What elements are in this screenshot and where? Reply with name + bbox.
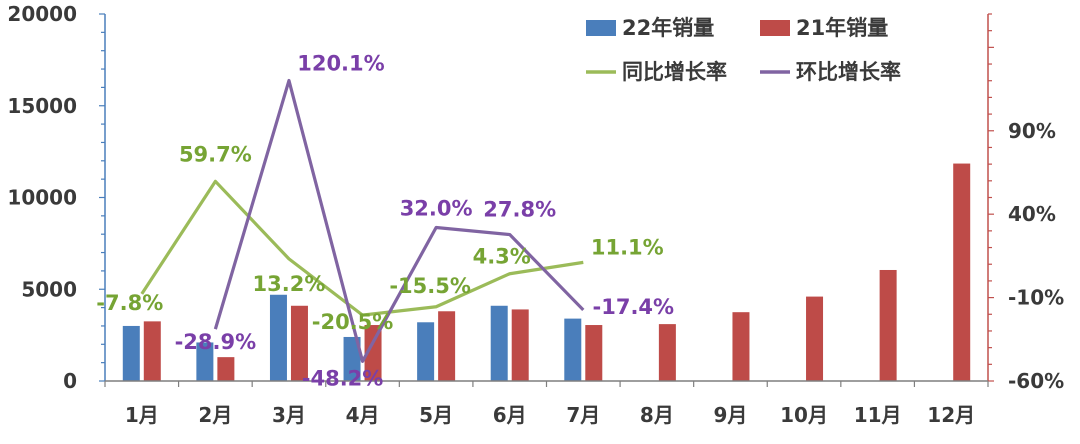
bar-series-21-6 bbox=[511, 309, 529, 381]
legend-label: 环比增长率 bbox=[796, 60, 901, 84]
legend-item: 环比增长率 bbox=[760, 60, 901, 84]
bar-series-22-7 bbox=[564, 318, 582, 381]
bar-series-21-2 bbox=[217, 357, 235, 381]
x-tick-label: 10月 bbox=[780, 403, 828, 427]
line-yoy-growth bbox=[140, 179, 584, 317]
data-label-yoy: 13.2% bbox=[253, 272, 326, 296]
legend-swatch bbox=[586, 20, 616, 36]
bar-series-21-3 bbox=[290, 305, 308, 381]
left-y-tick-label: 5000 bbox=[21, 277, 77, 301]
legend-label: 21年销量 bbox=[796, 16, 888, 40]
bar-series-22-1 bbox=[122, 325, 140, 381]
bar-series-22-3 bbox=[269, 294, 287, 381]
right-y-tick-label: 90% bbox=[1008, 119, 1056, 143]
x-tick-label: 7月 bbox=[566, 403, 600, 427]
bar-series-21-12 bbox=[953, 163, 971, 381]
data-label-mom: -28.9% bbox=[175, 330, 257, 354]
data-label-mom: 32.0% bbox=[400, 197, 473, 221]
x-tick-label: 4月 bbox=[346, 403, 380, 427]
x-tick-label: 1月 bbox=[125, 403, 159, 427]
x-tick-label: 2月 bbox=[198, 403, 232, 427]
bar-series-21-9 bbox=[732, 312, 750, 381]
x-tick-label: 5月 bbox=[419, 403, 453, 427]
bar-series-21-7 bbox=[585, 325, 603, 381]
bar-series-22-4 bbox=[343, 336, 361, 381]
x-tick-label: 12月 bbox=[927, 403, 975, 427]
data-label-yoy: 59.7% bbox=[179, 142, 252, 166]
left-y-tick-label: 10000 bbox=[7, 186, 77, 210]
bar-series-22-5 bbox=[417, 322, 435, 381]
right-y-tick-label: -60% bbox=[1008, 369, 1064, 393]
x-tick-label: 9月 bbox=[713, 403, 747, 427]
bar-series-22-6 bbox=[490, 305, 508, 381]
data-label-yoy: -15.5% bbox=[389, 274, 471, 298]
data-label-mom: -17.4% bbox=[593, 295, 675, 319]
bar-series-21-1 bbox=[143, 321, 161, 381]
lines-layer bbox=[140, 78, 585, 363]
x-tick-label: 11月 bbox=[854, 403, 902, 427]
left-y-tick-label: 0 bbox=[63, 369, 77, 393]
left-y-tick-label: 15000 bbox=[7, 94, 77, 118]
legend-label: 22年销量 bbox=[622, 16, 714, 40]
bar-series-21-5 bbox=[438, 311, 456, 381]
bar-series-22-2 bbox=[196, 342, 214, 381]
data-label-mom: 120.1% bbox=[297, 52, 384, 76]
legend-item: 22年销量 bbox=[586, 16, 714, 40]
left-y-tick-label: 20000 bbox=[7, 2, 77, 26]
x-tick-label: 8月 bbox=[640, 403, 674, 427]
x-tick-label: 6月 bbox=[493, 403, 527, 427]
axes-layer: 0 5000 10000 15000 20000 -60% -10% 40% 90% 1月 2月 3月… bbox=[7, 2, 1064, 427]
data-label-mom: -48.2% bbox=[302, 366, 384, 390]
line-mom-growth bbox=[213, 78, 585, 363]
bar-series-21-10 bbox=[806, 296, 824, 381]
legend-item: 同比增长率 bbox=[586, 60, 727, 84]
data-label-yoy: 11.1% bbox=[591, 235, 664, 259]
bars-layer bbox=[122, 163, 971, 381]
right-y-tick-label: 40% bbox=[1008, 202, 1056, 226]
bar-series-21-8 bbox=[658, 324, 676, 381]
legend-swatch bbox=[760, 20, 790, 36]
data-label-yoy: -7.8% bbox=[96, 291, 163, 315]
data-label-yoy: 4.3% bbox=[473, 245, 531, 269]
right-y-tick-label: -10% bbox=[1008, 286, 1064, 310]
legend-item: 21年销量 bbox=[760, 16, 888, 40]
data-label-mom: 27.8% bbox=[483, 198, 556, 222]
bar-series-21-4 bbox=[364, 325, 382, 381]
x-tick-label: 3月 bbox=[272, 403, 306, 427]
data-label-yoy: -20.5% bbox=[312, 310, 394, 334]
data-labels-layer: -7.8% 59.7% 13.2% -20.5% -15.5%4.3% 11.1% -28.… bbox=[96, 52, 674, 391]
legend-label: 同比增长率 bbox=[622, 60, 727, 84]
bar-series-21-11 bbox=[879, 269, 897, 381]
